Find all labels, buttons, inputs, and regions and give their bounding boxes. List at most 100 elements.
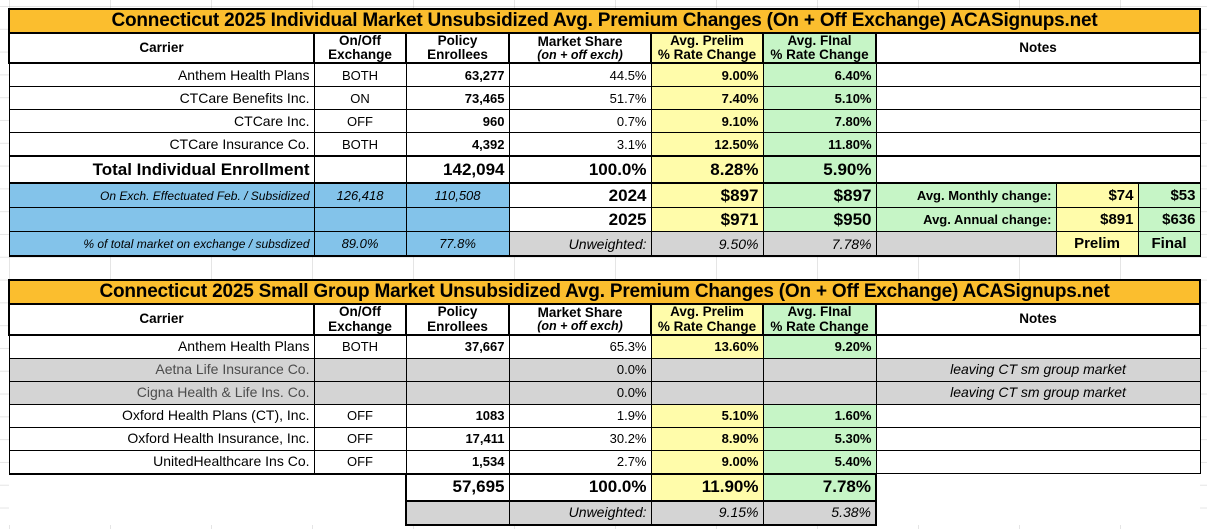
table-row[interactable]: Oxford Health Plans (CT), Inc. OFF 1083 … <box>8 403 1201 428</box>
percent-of-market-row[interactable]: % of total market on exchange / subsdize… <box>8 231 1201 258</box>
legend-final: Final <box>1137 231 1201 258</box>
year2025-final-premium: $950 <box>762 207 877 233</box>
cell-notes: leaving CT sm group market <box>875 357 1201 382</box>
cell-market-share: 30.2% <box>508 426 652 451</box>
sg-unweighted-label: Unweighted: <box>508 500 652 526</box>
header-avg-final: Avg. FInal % Rate Change <box>762 303 877 336</box>
individual-market-table[interactable]: Connecticut 2025 Individual Market Unsub… <box>8 8 1201 258</box>
cell-market-share: 3.1% <box>508 132 652 157</box>
avg-annual-change-label: Avg. Annual change: <box>875 207 1057 233</box>
cell-enrollees: 1,534 <box>405 449 510 475</box>
cell-final: 9.20% <box>762 334 877 359</box>
worksheet-area: Connecticut 2025 Individual Market Unsub… <box>7 8 1202 526</box>
total-market-share: 100.0% <box>508 155 652 185</box>
small-group-unweighted-row[interactable]: Unweighted: 9.15% 5.38% <box>9 500 1201 526</box>
header-policy-enrollees-line2: Enrollees <box>427 47 488 63</box>
pct-label: % of total market on exchange / subsdize… <box>8 231 315 258</box>
header-market-share-line1: Market Share <box>537 304 623 320</box>
sg-total-label <box>9 473 314 501</box>
table-row[interactable]: UnitedHealthcare Ins Co. OFF 1,534 2.7% … <box>8 449 1201 475</box>
cell-onoff: OFF <box>313 426 407 451</box>
sg-unweighted-final: 5.38% <box>762 500 877 526</box>
cell-market-share: 0.0% <box>508 357 652 382</box>
small-group-market-table[interactable]: Connecticut 2025 Small Group Market Unsu… <box>7 279 1202 526</box>
individual-title: Connecticut 2025 Individual Market Unsub… <box>8 8 1201 34</box>
header-avg-prelim: Avg. Prelim % Rate Change <box>650 303 764 336</box>
cell-notes <box>875 62 1201 88</box>
cell-enrollees: 1083 <box>405 403 510 428</box>
cell-onoff: BOTH <box>313 132 407 157</box>
small-group-total-row[interactable]: 57,695 100.0% 11.90% 7.78% <box>9 472 1201 502</box>
header-on-off-exchange: On/Off Exchange <box>313 303 407 336</box>
header-avg-final-line2: % Rate Change <box>770 318 869 334</box>
table-row[interactable]: Anthem Health Plans BOTH 37,667 65.3% 13… <box>8 334 1201 359</box>
header-notes: Notes <box>874 303 1202 336</box>
header-market-share: Market Share (on + off exch) <box>508 303 652 336</box>
avg-monthly-change-label: Avg. Monthly change: <box>875 182 1057 209</box>
onexch-label: On Exch. Effectuated Feb. / Subsidized <box>8 182 315 209</box>
cell-market-share: 0.0% <box>508 380 652 405</box>
cell-prelim: 7.40% <box>650 86 764 111</box>
cell-carrier: CTCare Inc. <box>8 109 315 134</box>
small-group-header-row: Carrier On/Off Exchange Policy Enrollees… <box>8 303 1202 336</box>
total-enrollees: 142,094 <box>405 155 510 185</box>
year-2025-row[interactable]: 2025 $971 $950 Avg. Annual change: $891 … <box>8 207 1201 233</box>
cell-prelim <box>650 357 764 382</box>
table-row[interactable]: Anthem Health Plans BOTH 63,277 44.5% 9.… <box>8 62 1201 88</box>
table-spacer <box>8 257 1199 279</box>
table-row[interactable]: CTCare Benefits Inc. ON 73,465 51.7% 7.4… <box>8 86 1201 111</box>
cell-onoff: OFF <box>313 109 407 134</box>
cell-final: 6.40% <box>762 62 877 88</box>
cell-carrier: CTCare Benefits Inc. <box>8 86 315 111</box>
cell-notes <box>875 86 1201 111</box>
pct-effectuated: 89.0% <box>313 231 407 258</box>
table-row[interactable]: Cigna Health & Life Ins. Co. 0.0% leavin… <box>8 380 1201 405</box>
cell-enrollees <box>405 380 510 405</box>
cell-final: 1.60% <box>762 403 877 428</box>
cell-carrier: CTCare Insurance Co. <box>8 132 315 157</box>
year2025-label <box>8 207 315 233</box>
cell-enrollees: 4,392 <box>405 132 510 157</box>
unweighted-prelim: 9.50% <box>650 231 764 258</box>
header-avg-prelim-line2: % Rate Change <box>657 47 757 63</box>
table-row[interactable]: Aetna Life Insurance Co. 0.0% leaving CT… <box>8 357 1201 382</box>
unweighted-final: 7.78% <box>762 231 877 258</box>
cell-market-share: 65.3% <box>508 334 652 359</box>
cell-notes <box>875 109 1201 134</box>
cell-carrier: Oxford Health Insurance, Inc. <box>8 426 315 451</box>
cell-market-share: 44.5% <box>508 62 652 88</box>
cell-onoff: OFF <box>313 449 407 475</box>
cell-onoff: BOTH <box>313 62 407 88</box>
cell-prelim: 9.00% <box>650 449 764 475</box>
header-carrier: Carrier <box>8 303 315 336</box>
header-market-share-line1: Market Share <box>537 33 623 49</box>
sg-total-final: 7.78% <box>762 472 877 502</box>
sg-total-notes <box>876 473 1201 501</box>
cell-carrier: Anthem Health Plans <box>8 334 315 359</box>
table-row[interactable]: CTCare Inc. OFF 960 0.7% 9.10% 7.80% <box>8 109 1201 134</box>
on-exchange-effectuated-row[interactable]: On Exch. Effectuated Feb. / Subsidized 1… <box>8 182 1201 209</box>
unweighted-label: Unweighted: <box>508 231 652 258</box>
cell-market-share: 1.9% <box>508 403 652 428</box>
table-row[interactable]: Oxford Health Insurance, Inc. OFF 17,411… <box>8 426 1201 451</box>
small-group-title-row: Connecticut 2025 Small Group Market Unsu… <box>7 279 1202 306</box>
small-group-title: Connecticut 2025 Small Group Market Unsu… <box>7 279 1202 306</box>
cell-onoff: OFF <box>313 403 407 428</box>
avg-annual-change-final: $636 <box>1137 207 1201 233</box>
pct-note-label <box>875 231 1057 258</box>
avg-monthly-change-prelim: $74 <box>1055 182 1139 209</box>
individual-total-row[interactable]: Total Individual Enrollment 142,094 100.… <box>8 155 1201 185</box>
header-market-share-line2: (on + off exch) <box>537 47 623 62</box>
cell-onoff <box>313 357 407 382</box>
total-onoff <box>313 155 407 185</box>
cell-final <box>762 380 877 405</box>
cell-enrollees: 17,411 <box>405 426 510 451</box>
cell-final: 11.80% <box>762 132 877 157</box>
table-row[interactable]: CTCare Insurance Co. BOTH 4,392 3.1% 12.… <box>8 132 1201 157</box>
cell-enrollees: 37,667 <box>405 334 510 359</box>
cell-prelim: 12.50% <box>650 132 764 157</box>
cell-prelim <box>650 380 764 405</box>
header-avg-final-line1: Avg. FInal <box>787 304 852 320</box>
sg-unweighted-blank3 <box>405 500 510 526</box>
onexch-subsidized: 110,508 <box>405 182 510 209</box>
